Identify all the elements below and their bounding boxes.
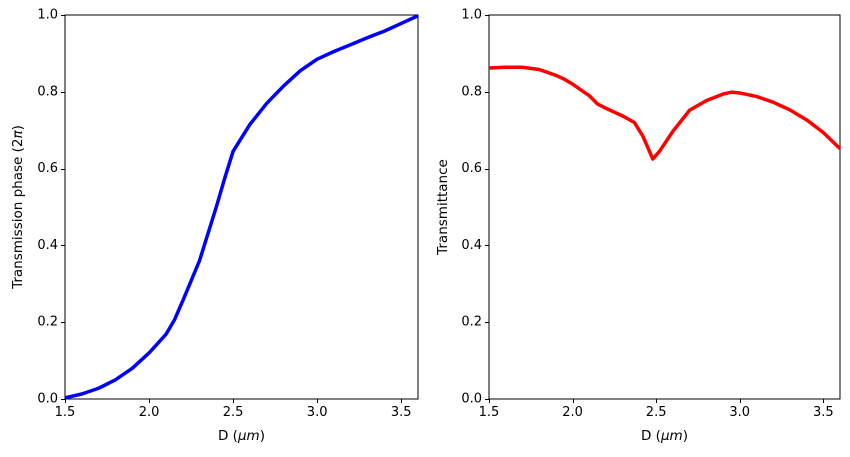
series-line-transmittance	[488, 65, 842, 161]
x-tick-label: 2.0	[562, 405, 583, 420]
plot-spines	[64, 14, 419, 400]
y-tick-label: 1.0	[461, 8, 482, 23]
y-tick-label: 0.6	[37, 161, 58, 176]
x-tick-label: 2.5	[223, 405, 244, 420]
y-tick-label: 0.8	[461, 84, 482, 99]
left-chart-panel: 1.5 2.0 2.5 3.0 3.5 0.0 0.2 0.4 0.6 0.8 1.0 D (μm) T…	[10, 8, 419, 444]
series-line-transmission_phase	[64, 14, 419, 400]
y-axis-label: Transmittance	[435, 159, 451, 256]
x-tick-label: 2.5	[646, 405, 667, 420]
y-tick-label: 1.0	[37, 8, 58, 23]
y-tick-label: 0.0	[37, 392, 58, 407]
x-tick-label: 2.0	[139, 405, 160, 420]
y-axis-label: Transmission phase (2π)	[10, 125, 26, 290]
y-tick-label: 0.8	[37, 84, 58, 99]
x-tick-label: 1.5	[479, 405, 500, 420]
y-tick-label: 0.2	[37, 315, 58, 330]
plot-spines	[488, 14, 841, 400]
right-chart-panel: 1.5 2.0 2.5 3.0 3.5 0.0 0.2 0.4 0.6 0.8 1.0 D (μm) T…	[435, 8, 842, 444]
x-tick-label: 3.0	[307, 405, 328, 420]
x-tick-label: 3.0	[729, 405, 750, 420]
x-tick-label: 1.5	[55, 405, 76, 420]
y-tick-label: 0.6	[461, 161, 482, 176]
y-tick-label: 0.4	[461, 238, 482, 253]
x-tick-label: 3.5	[813, 405, 834, 420]
y-tick-label: 0.4	[37, 238, 58, 253]
x-tick-label: 3.5	[391, 405, 412, 420]
y-tick-label: 0.2	[461, 315, 482, 330]
y-tick-label: 0.0	[461, 392, 482, 407]
x-axis-label: D (μm)	[218, 428, 265, 444]
x-axis-label: D (μm)	[641, 428, 688, 444]
